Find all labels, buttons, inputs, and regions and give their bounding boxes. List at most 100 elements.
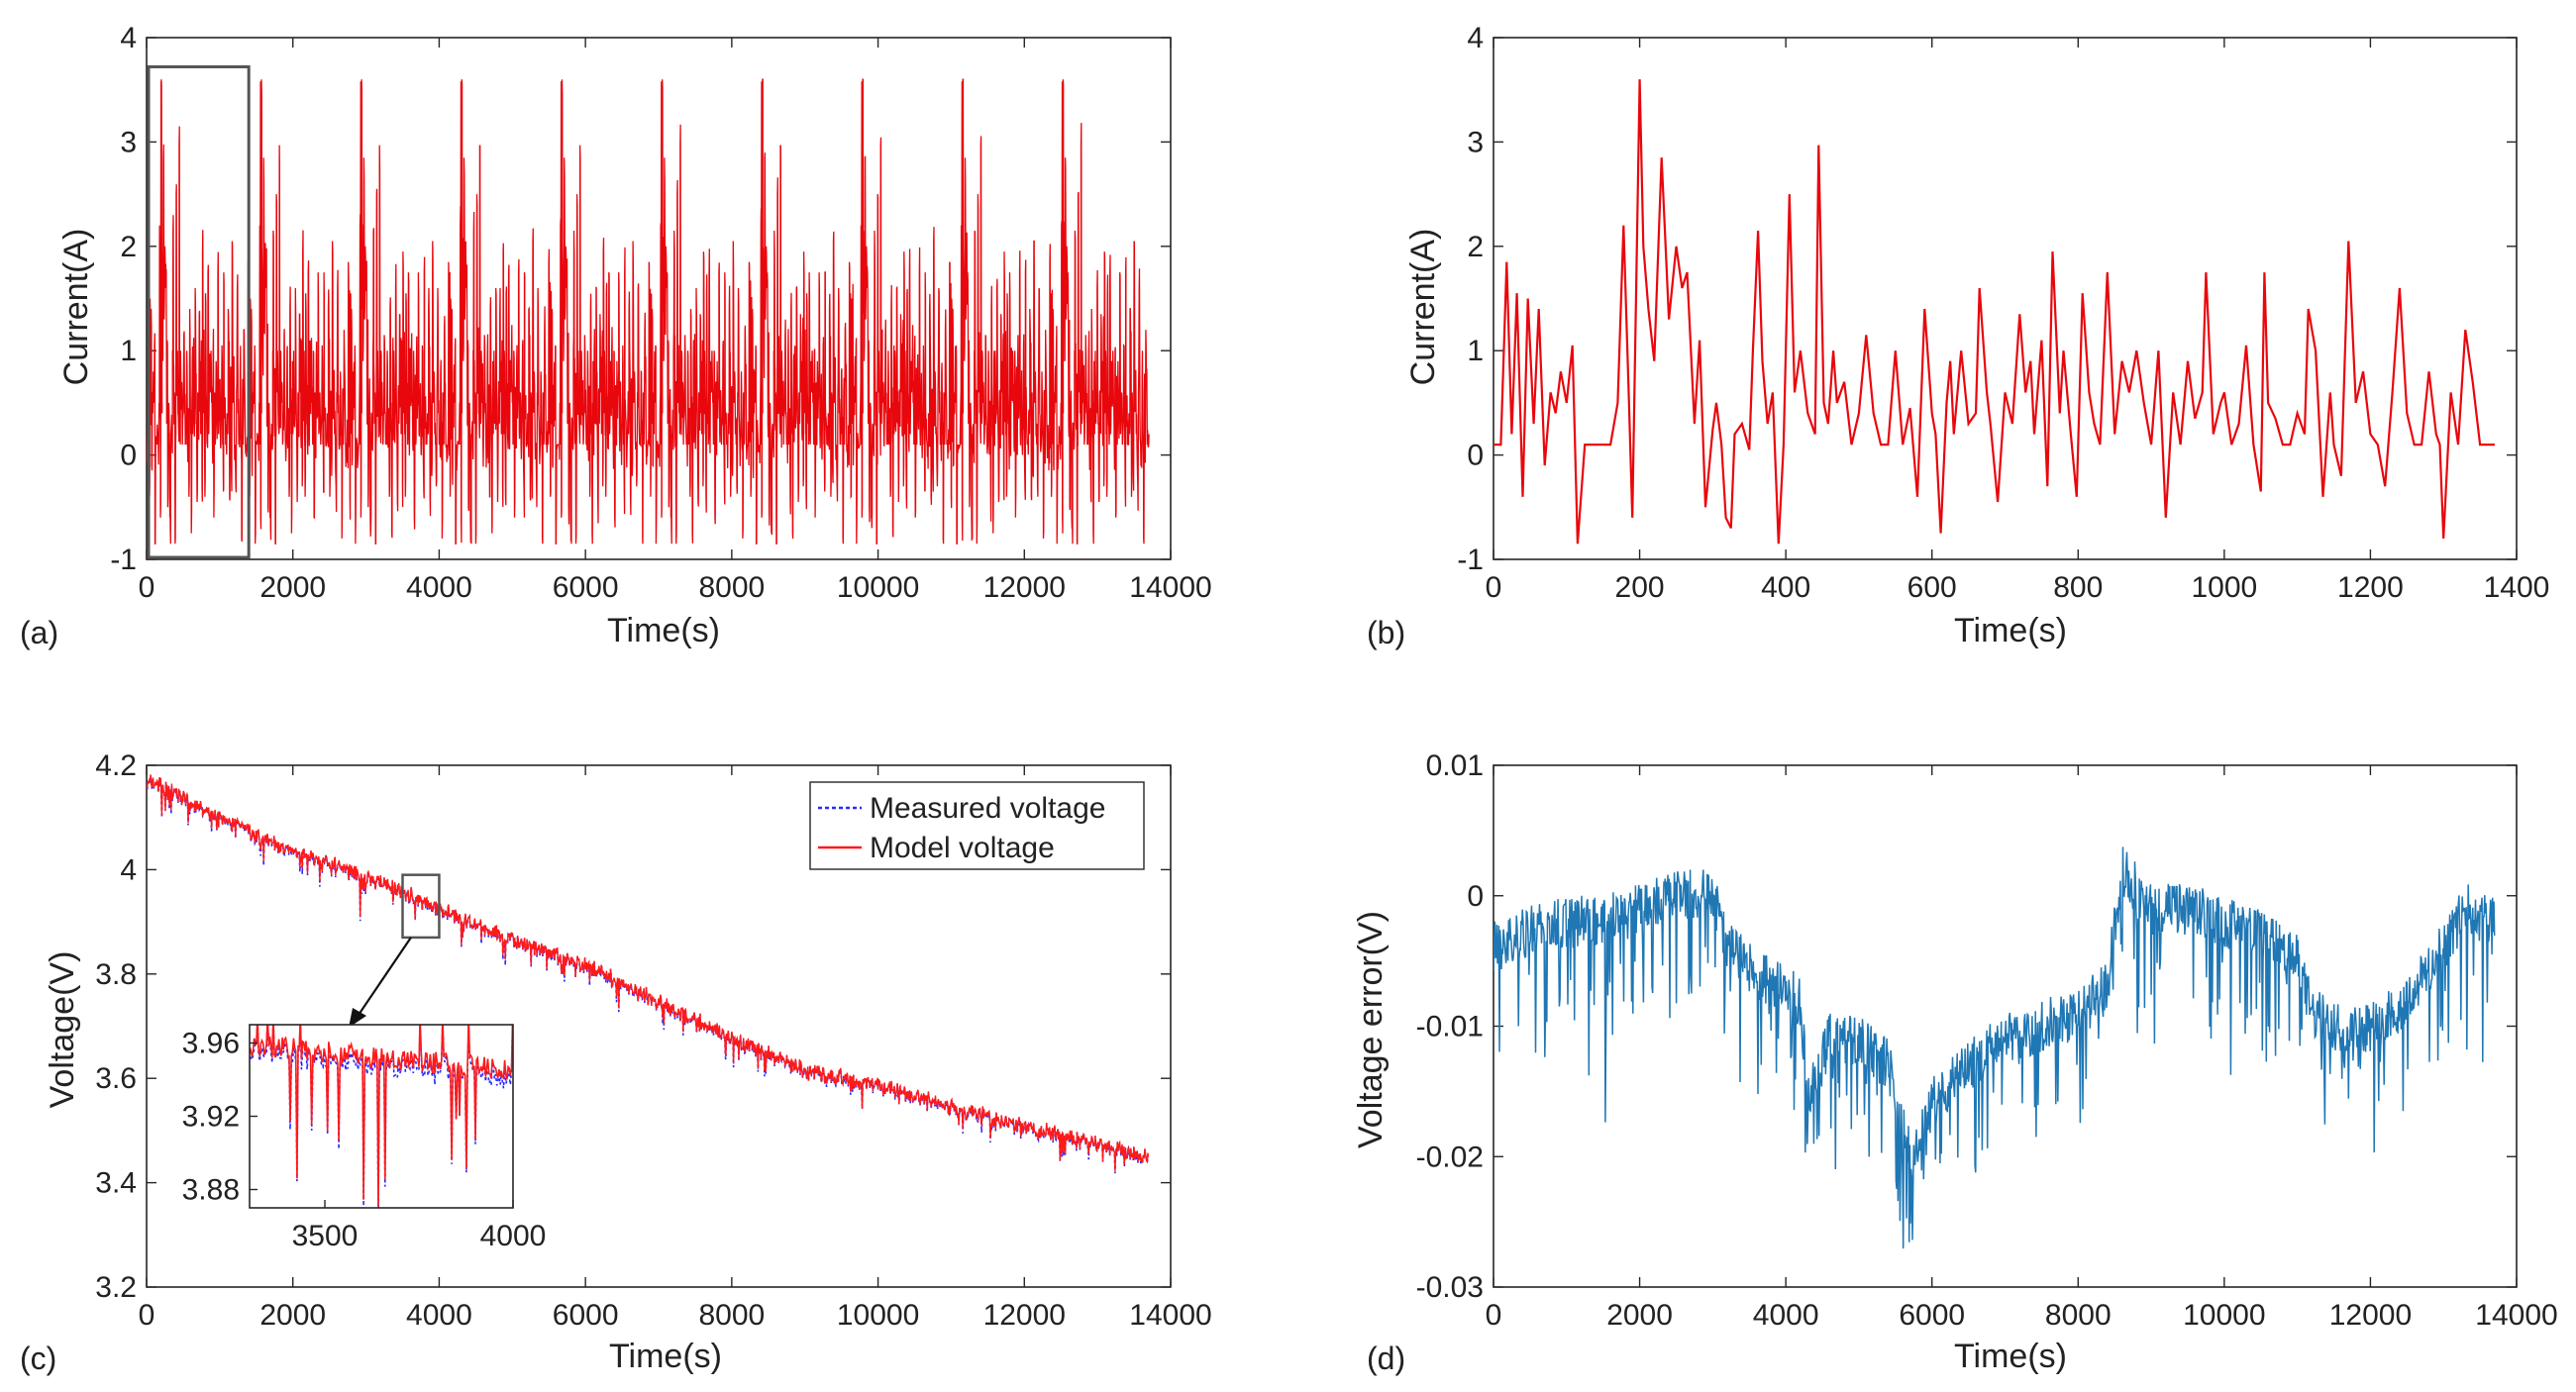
panel-a-peaks [159,81,1065,446]
panel-d-ticks: 0 2000 4000 6000 8000 10000 12000 14000 -0.03 -0.… [1416,749,2558,1332]
panel-b-xtick-label: 200 [1615,571,1665,604]
panel-a-xtick-label: 8000 [698,571,765,604]
panel-c-xtick-label: 10000 [837,1299,919,1332]
panel-d-ytick-label: 0 [1467,880,1484,913]
panel-c-legend-box [809,781,1145,870]
panel-c-ytick-label: 3.8 [95,958,137,991]
panel-a-ytick-label: 4 [120,22,137,54]
panel-a-ytick-label: 0 [120,440,137,472]
panel-a-ylabel: Current(A) [57,229,95,386]
panel-c-zoom-box [401,873,441,940]
panel-a-peak [961,81,965,446]
panel-d-xtick-label: 2000 [1606,1299,1673,1332]
panel-c-inset-ytick-label: 3.88 [182,1174,240,1207]
panel-d-xtick-label: 4000 [1753,1299,1819,1332]
panel-a-ytick-label: 3 [120,126,137,158]
panel-a-ytick-label: 1 [120,335,137,367]
panel-a-xtick-label: 6000 [553,571,619,604]
panel-c-legend-label-measured: Measured voltage [870,792,1105,825]
panel-b-label: (b) [1367,615,1405,650]
panel-c-inset-ytick-label: 3.92 [182,1101,240,1134]
panel-c-xtick-label: 12000 [983,1299,1066,1332]
panel-a-peak [460,81,464,446]
panel-a-label: (a) [20,615,58,650]
panel-d-label: (d) [1367,1341,1405,1376]
panel-a-xtick-label: 14000 [1129,571,1211,604]
panel-b-xtick-label: 800 [2053,571,2103,604]
panel-c-ytick-label: 3.2 [95,1271,137,1304]
panel-a-zoom-box [147,65,251,559]
panel-a-peak [258,81,262,446]
panel-c: 0 2000 4000 6000 8000 10000 12000 14000 3.2 3.4 3.… [20,749,1212,1376]
panel-b-series-current [1494,79,2495,545]
panel-b-xtick-label: 1000 [2191,571,2257,604]
panel-d: 0 2000 4000 6000 8000 10000 12000 14000 -0.03 -0.… [1352,749,2558,1376]
panel-a-axes-frame [146,37,1172,560]
panel-b-axes-frame [1493,37,2518,560]
panel-a-xtick-label: 2000 [259,571,326,604]
panel-d-ytick-label: -0.01 [1416,1011,1484,1044]
panel-b-xtick-label: 600 [1907,571,1957,604]
panel-b-ytick-label: -1 [1457,544,1484,576]
panel-d-ylabel: Voltage error(V) [1352,911,1390,1148]
panel-c-series-measured [147,775,1150,1174]
panel-d-xtick-label: 14000 [2475,1299,2557,1332]
panel-c-legend-label-model: Model voltage [870,832,1055,864]
panel-c-legend: Measured voltage Model voltage [809,781,1145,870]
panel-d-xtick-label: 10000 [2183,1299,2265,1332]
panel-d-xlabel: Time(s) [1954,1338,2067,1375]
panel-a-xtick-label: 0 [139,571,155,604]
panel-a-ytick-label: 2 [120,231,137,263]
panel-c-ytick-label: 3.4 [95,1167,137,1200]
panel-d-ytick-label: -0.02 [1416,1141,1484,1173]
panel-b-ytick-label: 1 [1467,335,1484,367]
panel-d-ytick-label: -0.03 [1416,1271,1484,1304]
panel-a-peak [660,81,664,446]
panel-d-xtick-label: 6000 [1899,1299,1965,1332]
panel-c-inset-xtick-label: 3500 [292,1220,359,1252]
panel-a-peak [560,81,564,446]
panel-c-ytick-label: 4 [120,853,137,886]
panel-b-ytick-label: 2 [1467,231,1484,263]
panel-c-inset-xtick-label: 4000 [480,1220,547,1252]
panel-d-xtick-label: 0 [1486,1299,1502,1332]
panel-b-xtick-label: 0 [1486,571,1502,604]
panel-c-xtick-label: 8000 [698,1299,765,1332]
panel-c-ytick-label: 4.2 [95,749,137,782]
panel-a-peak [159,81,163,446]
panel-c-xtick-label: 2000 [259,1299,326,1332]
panel-b-xlabel: Time(s) [1954,612,2067,649]
panel-d-xtick-label: 12000 [2329,1299,2412,1332]
panel-c-xtick-label: 6000 [553,1299,619,1332]
panel-a-ytick-label: -1 [110,544,137,576]
panel-c-xtick-label: 14000 [1129,1299,1211,1332]
panel-a-peak [760,81,764,446]
panel-c-zoom-arrow [349,937,412,1028]
panel-c-ytick-label: 3.6 [95,1062,137,1095]
panel-c-series-model [147,774,1150,1171]
panel-b-xtick-label: 400 [1761,571,1810,604]
panel-a-xtick-label: 12000 [983,571,1066,604]
panel-a-xtick-label: 4000 [406,571,472,604]
panel-b-ylabel: Current(A) [1404,229,1442,386]
panel-c-label: (c) [20,1341,56,1376]
panel-c-inset-model [250,1025,513,1207]
panel-c-inset-ytick-label: 3.96 [182,1028,240,1060]
panel-a: 0 2000 4000 6000 8000 10000 12000 14000-101234 … [20,22,1212,650]
panel-c-xlabel: Time(s) [609,1338,722,1375]
panel-d-series-error [1494,846,2496,1249]
panel-a-peak [860,81,864,446]
panel-d-xtick-label: 8000 [2045,1299,2112,1332]
panel-b-ytick-label: 0 [1467,440,1484,472]
panel-c-inset: 3500 4000 3.88 3.92 3.96 [182,1024,547,1252]
panel-b-ytick-label: 4 [1467,22,1484,54]
panel-a-peak [1061,81,1065,446]
panel-b-ytick-label: 3 [1467,126,1484,158]
panel-b-xtick-label: 1200 [2337,571,2404,604]
panel-a-xtick-label: 10000 [837,571,919,604]
panel-c-xtick-label: 4000 [406,1299,472,1332]
